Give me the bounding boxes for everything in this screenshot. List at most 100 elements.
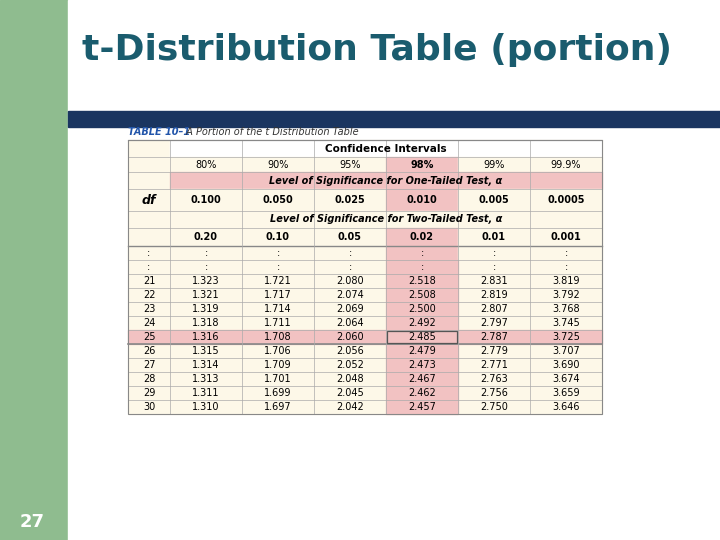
Text: 26: 26 <box>143 346 156 356</box>
Text: 2.485: 2.485 <box>408 332 436 342</box>
Text: 22: 22 <box>143 290 156 300</box>
Bar <box>128 140 602 414</box>
Bar <box>170 211 602 228</box>
Bar <box>387 331 457 343</box>
Bar <box>530 189 602 211</box>
Bar <box>386 358 458 372</box>
Text: 99%: 99% <box>483 159 505 170</box>
Bar <box>242 157 314 172</box>
Text: 2.048: 2.048 <box>336 374 364 384</box>
Bar <box>128 140 602 414</box>
Text: 23: 23 <box>143 304 156 314</box>
Bar <box>458 189 530 211</box>
Text: 27: 27 <box>143 360 156 370</box>
Text: 3.792: 3.792 <box>552 290 580 300</box>
Text: :: : <box>564 248 567 258</box>
Text: 2.064: 2.064 <box>336 318 364 328</box>
Text: 3.646: 3.646 <box>552 402 580 412</box>
Text: 1.321: 1.321 <box>192 290 220 300</box>
Bar <box>170 172 602 189</box>
Text: 0.05: 0.05 <box>338 232 362 242</box>
Text: 2.779: 2.779 <box>480 346 508 356</box>
Text: 1.314: 1.314 <box>192 360 220 370</box>
Text: 2.467: 2.467 <box>408 374 436 384</box>
Text: 3.674: 3.674 <box>552 374 580 384</box>
Text: 1.699: 1.699 <box>264 388 292 398</box>
Text: 2.473: 2.473 <box>408 360 436 370</box>
Text: 99.9%: 99.9% <box>551 159 581 170</box>
Text: 2.500: 2.500 <box>408 304 436 314</box>
Bar <box>314 189 386 211</box>
Text: 2.457: 2.457 <box>408 402 436 412</box>
Bar <box>242 228 314 246</box>
Text: 2.045: 2.045 <box>336 388 364 398</box>
Text: 2.056: 2.056 <box>336 346 364 356</box>
Text: 2.069: 2.069 <box>336 304 364 314</box>
Text: 0.10: 0.10 <box>266 232 290 242</box>
Text: 2.080: 2.080 <box>336 276 364 286</box>
Text: 29: 29 <box>143 388 156 398</box>
Text: 0.02: 0.02 <box>410 232 434 242</box>
Text: 2.787: 2.787 <box>480 332 508 342</box>
Bar <box>458 157 530 172</box>
Text: 1.316: 1.316 <box>192 332 220 342</box>
Bar <box>170 189 242 211</box>
Text: 2.763: 2.763 <box>480 374 508 384</box>
Text: 3.659: 3.659 <box>552 388 580 398</box>
Bar <box>530 228 602 246</box>
Bar <box>0 0 68 540</box>
Text: 2.074: 2.074 <box>336 290 364 300</box>
Text: :: : <box>148 262 150 272</box>
Text: Level of Significance for Two-Tailed Test, α: Level of Significance for Two-Tailed Tes… <box>270 214 502 225</box>
Text: 2.750: 2.750 <box>480 402 508 412</box>
Bar <box>458 228 530 246</box>
Text: 25: 25 <box>143 332 156 342</box>
Text: :: : <box>348 262 351 272</box>
Text: 2.492: 2.492 <box>408 318 436 328</box>
Text: 1.323: 1.323 <box>192 276 220 286</box>
Text: 24: 24 <box>143 318 156 328</box>
Bar <box>68 0 128 110</box>
Text: 2.462: 2.462 <box>408 388 436 398</box>
Text: 2.508: 2.508 <box>408 290 436 300</box>
Text: 1.318: 1.318 <box>192 318 220 328</box>
Text: 98%: 98% <box>410 159 433 170</box>
Bar <box>386 274 458 288</box>
Bar <box>386 386 458 400</box>
Bar <box>128 246 170 260</box>
Text: 1.714: 1.714 <box>264 304 292 314</box>
Text: 2.819: 2.819 <box>480 290 508 300</box>
Text: 3.768: 3.768 <box>552 304 580 314</box>
Text: 2.042: 2.042 <box>336 402 364 412</box>
Bar <box>530 246 602 260</box>
Text: 80%: 80% <box>195 159 217 170</box>
Text: 1.708: 1.708 <box>264 332 292 342</box>
Bar <box>386 372 458 386</box>
Bar <box>128 330 602 344</box>
Text: 30: 30 <box>143 402 155 412</box>
Text: :: : <box>564 262 567 272</box>
Bar <box>386 316 458 330</box>
Text: Level of Significance for One-Tailed Test, α: Level of Significance for One-Tailed Tes… <box>269 176 503 186</box>
Text: 27: 27 <box>20 513 45 531</box>
Bar <box>530 157 602 172</box>
Text: 1.311: 1.311 <box>192 388 220 398</box>
Text: 2.479: 2.479 <box>408 346 436 356</box>
Bar <box>386 157 458 172</box>
Text: 1.315: 1.315 <box>192 346 220 356</box>
Text: 2.756: 2.756 <box>480 388 508 398</box>
Text: 3.707: 3.707 <box>552 346 580 356</box>
Bar <box>68 111 720 127</box>
Text: 1.706: 1.706 <box>264 346 292 356</box>
Text: :: : <box>492 248 495 258</box>
Bar <box>314 157 386 172</box>
Text: :: : <box>420 248 423 258</box>
Text: 3.690: 3.690 <box>552 360 580 370</box>
Text: A Portion of the t Distribution Table: A Portion of the t Distribution Table <box>180 127 359 137</box>
Text: 1.310: 1.310 <box>192 402 220 412</box>
Text: Confidence Intervals: Confidence Intervals <box>325 144 447 153</box>
Text: 0.001: 0.001 <box>551 232 581 242</box>
Text: 2.060: 2.060 <box>336 332 364 342</box>
Text: 1.313: 1.313 <box>192 374 220 384</box>
Text: 2.052: 2.052 <box>336 360 364 370</box>
